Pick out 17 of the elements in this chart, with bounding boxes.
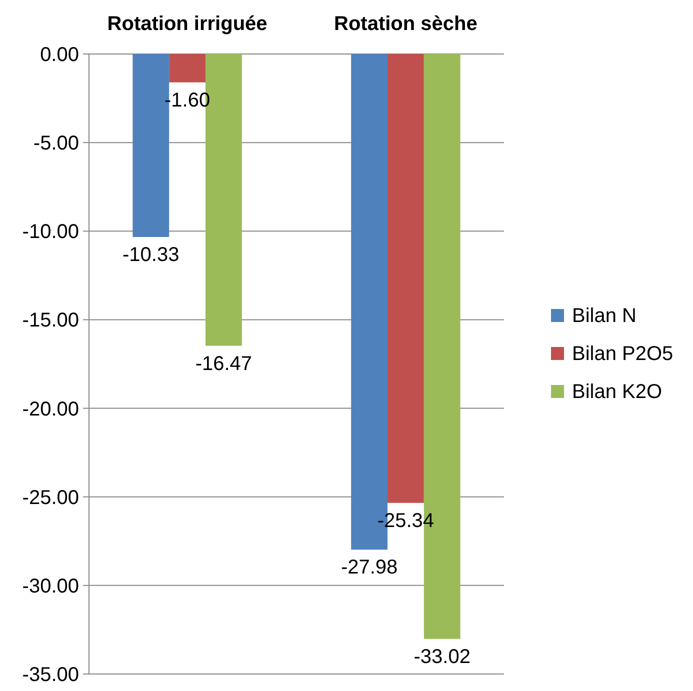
y-tick-label: -35.00 bbox=[22, 664, 79, 686]
y-tick-label: -5.00 bbox=[33, 132, 79, 155]
data-label: -10.33 bbox=[122, 244, 180, 266]
data-label: -27.98 bbox=[340, 556, 398, 579]
legend-label: Bilan P2O5 bbox=[572, 343, 674, 365]
data-label: -16.47 bbox=[195, 352, 252, 375]
y-tick-label: -25.00 bbox=[22, 486, 79, 509]
data-label: -33.02 bbox=[414, 646, 470, 668]
y-tick-label: -15.00 bbox=[22, 310, 79, 332]
y-tick-label: 0.00 bbox=[40, 44, 79, 66]
y-tick-label: -20.00 bbox=[22, 398, 79, 420]
x-tick-label: Rotation irriguée bbox=[107, 13, 268, 35]
legend-label: Bilan N bbox=[572, 305, 636, 327]
x-tick-label: Rotation sèche bbox=[334, 13, 478, 35]
y-tick-label: -30.00 bbox=[22, 575, 79, 598]
legend-label: Bilan K2O bbox=[572, 381, 662, 403]
y-tick-label: -10.00 bbox=[22, 221, 79, 244]
